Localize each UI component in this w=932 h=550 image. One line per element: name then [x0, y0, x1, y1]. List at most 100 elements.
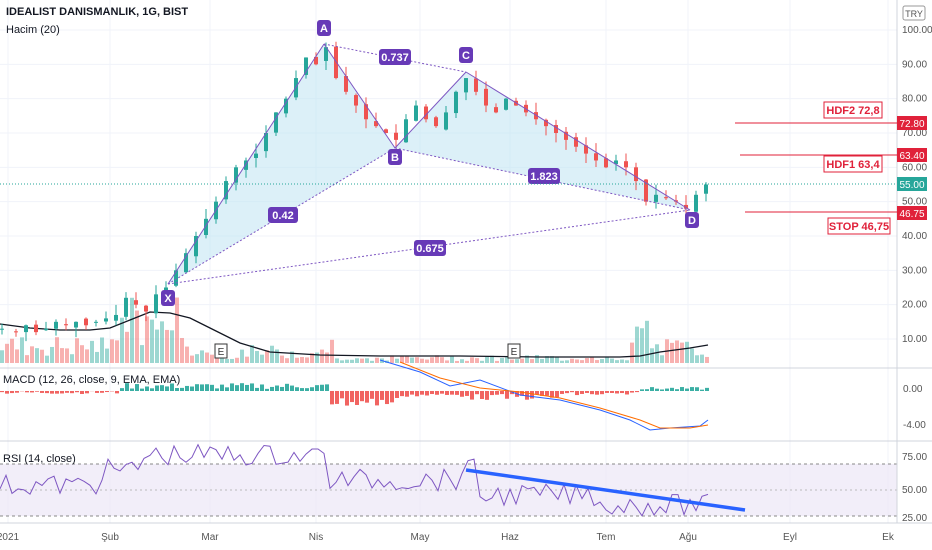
macd-bar	[140, 388, 144, 391]
candle	[364, 104, 368, 120]
macd-bar	[345, 391, 349, 406]
macd-bar	[310, 387, 314, 391]
price-tag-stop: 46.75	[897, 206, 927, 220]
earnings-marker-2[interactable]: E	[507, 343, 521, 359]
macd-bar	[175, 387, 179, 391]
volume-bar	[675, 340, 679, 363]
price-axis[interactable]: 100.00 90.00 80.00 70.00 60.00 50.00 40.00 30.0…	[902, 25, 932, 345]
volume-bar	[530, 359, 534, 363]
price-tick: 70.00	[902, 128, 927, 139]
earnings-marker-1[interactable]: E	[214, 343, 228, 359]
ratio-label-bd[interactable]: 1.823	[528, 168, 560, 184]
candle	[684, 204, 688, 209]
volume-bar	[345, 359, 349, 363]
pattern-point-a[interactable]: A	[317, 20, 331, 36]
macd-bar	[645, 389, 649, 391]
macd-tick: 0.00	[903, 384, 923, 395]
candle	[484, 88, 488, 106]
candle	[694, 194, 698, 212]
volume-bar	[5, 343, 9, 363]
candle	[604, 158, 608, 168]
volume-bar	[325, 352, 329, 363]
volume-bar	[195, 354, 199, 363]
volume-bar	[120, 317, 124, 363]
candle	[664, 197, 668, 199]
candle	[264, 133, 268, 152]
ratio-label-xd[interactable]: 0.675	[414, 240, 446, 256]
volume-bar	[670, 342, 674, 363]
candle	[554, 125, 558, 133]
pattern-point-x[interactable]: X	[161, 290, 175, 306]
volume-bar	[200, 350, 204, 363]
level-label-hdf1[interactable]: HDF1 63,4	[823, 155, 883, 173]
pattern-point-b[interactable]: B	[388, 149, 402, 165]
time-tick: Şub	[101, 532, 119, 543]
pattern-point-d[interactable]: D	[685, 212, 699, 228]
svg-text:E: E	[511, 347, 518, 358]
candle	[174, 270, 178, 286]
macd-bar	[0, 391, 4, 393]
macd-bar	[315, 385, 319, 391]
macd-bar	[165, 386, 169, 391]
macd-bar	[250, 383, 254, 391]
volume-bar	[110, 339, 114, 363]
pattern-point-c[interactable]: C	[459, 47, 473, 63]
volume-bar	[575, 359, 579, 363]
price-tick: 100.00	[902, 25, 932, 36]
volume-bar	[265, 350, 269, 363]
candle	[474, 78, 478, 92]
volume-bar	[320, 349, 324, 363]
level-label-hdf2[interactable]: HDF2 72,8	[823, 101, 883, 119]
volume-bar	[415, 357, 419, 363]
candle	[194, 236, 198, 257]
macd-bar	[390, 391, 394, 403]
level-label-stop[interactable]: STOP 46,75	[827, 217, 891, 235]
macd-bar	[505, 391, 509, 399]
volume-bar	[50, 346, 54, 363]
macd-bar	[435, 391, 439, 395]
rsi-trend-line[interactable]	[465, 468, 746, 512]
volume-bar	[605, 357, 609, 363]
candle	[184, 253, 188, 273]
macd-bar	[455, 391, 459, 395]
macd-bar	[635, 391, 639, 393]
volume-bar	[230, 358, 234, 363]
macd-bar	[215, 388, 219, 391]
volume-bar	[565, 360, 569, 363]
price-tick: 80.00	[902, 94, 927, 105]
price-tick: 90.00	[902, 59, 927, 70]
volume-bar	[410, 357, 414, 363]
volume-bar	[330, 339, 334, 363]
volume-bar	[340, 360, 344, 363]
price-tick: 30.00	[902, 265, 927, 276]
macd-bar	[485, 391, 489, 400]
rsi-axis[interactable]: 75.00 50.00 25.00	[902, 452, 927, 524]
ratio-label-ac[interactable]: 0.737	[379, 49, 411, 65]
volume-bar	[705, 356, 709, 363]
macd-bar	[500, 391, 504, 395]
volume-bar	[525, 355, 529, 363]
macd-axis[interactable]: 0.00 -4.00	[903, 384, 926, 431]
macd-bar	[685, 388, 689, 391]
macd-bar	[45, 391, 49, 394]
candle	[224, 181, 228, 200]
ratio-label-xb[interactable]: 0.42	[268, 207, 298, 223]
macd-bar	[280, 386, 284, 391]
svg-text:1.823: 1.823	[530, 171, 558, 183]
time-tick: Nis	[309, 532, 323, 543]
time-axis[interactable]: 2021 Şub Mar Nis May Haz Tem Ağu Eyl Ek	[0, 532, 895, 543]
macd-bar	[335, 391, 339, 404]
svg-text:0.42: 0.42	[272, 210, 293, 222]
volume-bar	[360, 358, 364, 363]
volume-bar	[70, 354, 74, 363]
volume-bar	[285, 358, 289, 363]
candle	[424, 106, 428, 120]
macd-bar	[240, 383, 244, 391]
macd-bar	[15, 391, 19, 393]
volume-bar	[560, 360, 564, 363]
macd-bar	[265, 388, 269, 391]
currency-badge[interactable]: TRY	[902, 5, 926, 21]
volume-bar	[660, 355, 664, 363]
volume-bar	[615, 360, 619, 363]
